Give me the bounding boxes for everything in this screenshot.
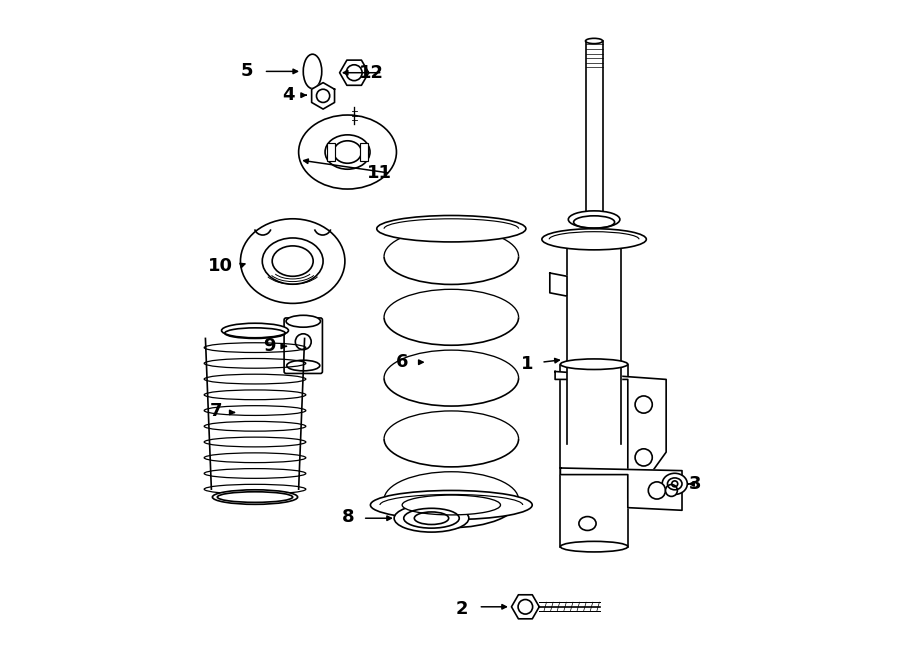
Circle shape [635,449,652,466]
Ellipse shape [325,135,370,169]
Text: 6: 6 [396,353,409,371]
Text: 12: 12 [359,63,383,82]
Ellipse shape [394,504,469,532]
Ellipse shape [212,490,298,504]
Ellipse shape [240,219,345,303]
Ellipse shape [262,238,323,284]
Ellipse shape [286,315,320,327]
Circle shape [648,482,665,499]
Ellipse shape [586,38,603,44]
Ellipse shape [295,334,311,350]
Ellipse shape [561,541,628,552]
Text: 9: 9 [263,337,275,356]
Polygon shape [561,365,628,547]
Ellipse shape [287,360,320,371]
Circle shape [635,396,652,413]
Ellipse shape [221,323,289,338]
Polygon shape [561,468,682,510]
Text: 2: 2 [455,600,468,618]
Bar [327,143,335,161]
Ellipse shape [371,490,532,520]
Text: 11: 11 [367,164,392,182]
Circle shape [665,485,678,496]
Text: 4: 4 [283,86,295,104]
Polygon shape [339,60,369,85]
Polygon shape [555,371,666,498]
Text: 1: 1 [521,354,534,373]
Ellipse shape [402,495,500,515]
Ellipse shape [299,115,397,189]
Text: 3: 3 [688,475,701,493]
Ellipse shape [377,215,526,242]
Ellipse shape [303,54,322,89]
Ellipse shape [542,229,646,250]
FancyBboxPatch shape [284,318,322,373]
Bar [360,143,368,161]
Polygon shape [550,273,567,296]
Polygon shape [567,243,621,444]
Text: 10: 10 [208,256,232,275]
Ellipse shape [561,359,628,369]
Polygon shape [586,41,603,213]
Polygon shape [311,83,335,109]
Ellipse shape [662,473,688,494]
Text: 7: 7 [210,402,222,420]
Polygon shape [511,595,539,619]
Text: 5: 5 [241,62,253,81]
Text: 8: 8 [342,508,355,526]
Ellipse shape [579,517,596,530]
Ellipse shape [568,211,620,228]
